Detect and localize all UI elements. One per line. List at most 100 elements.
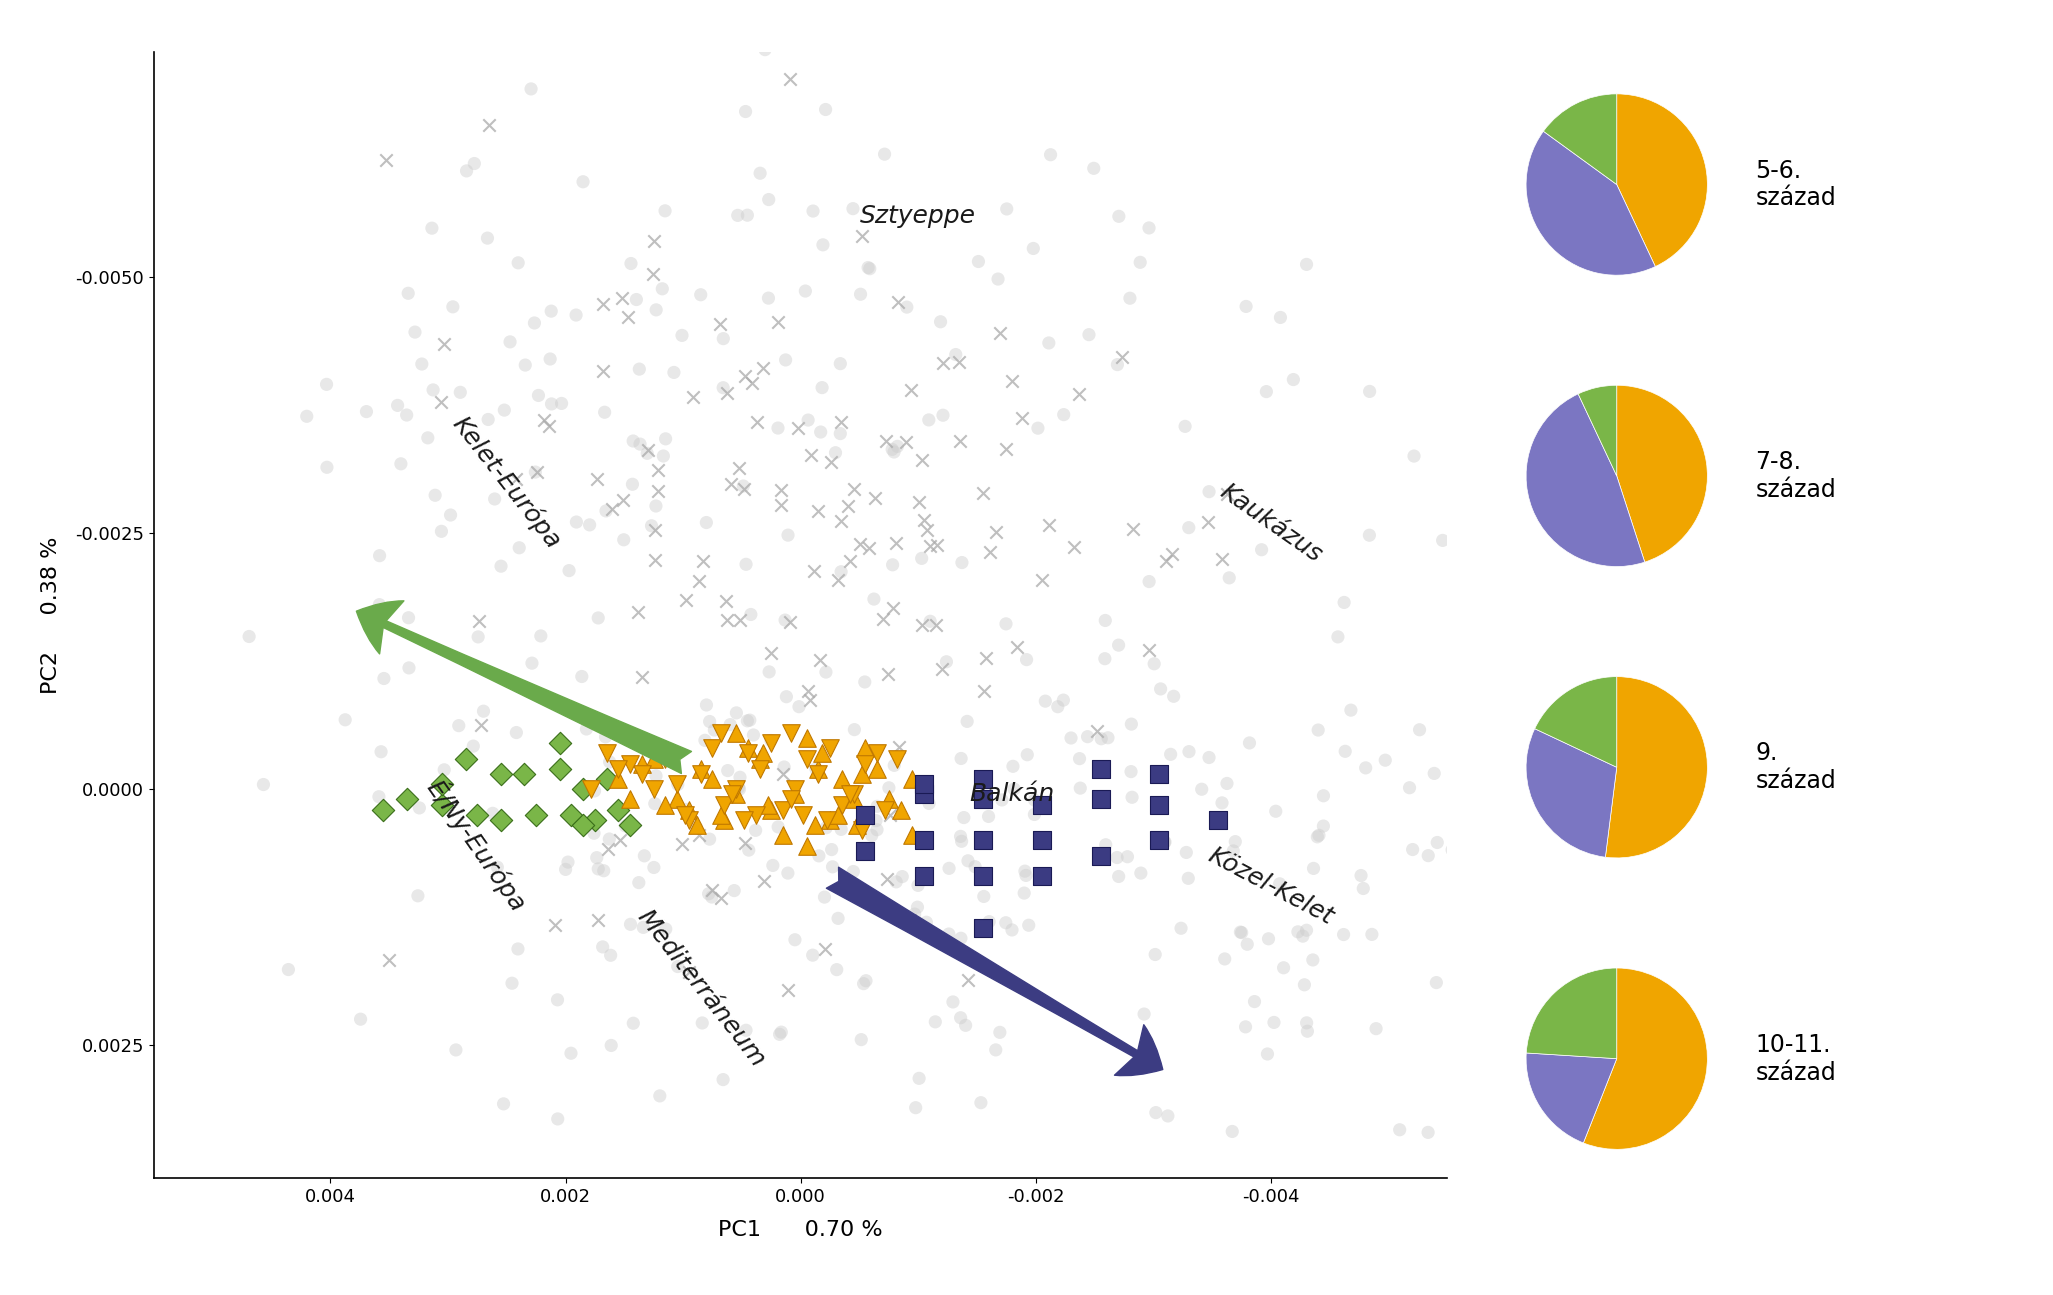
Point [1488,1018,1521,1039]
Text: Sztyeppe: Sztyeppe [860,203,977,228]
Point [398,321,431,342]
Point [782,697,815,717]
Point [1421,833,1454,853]
Point [1080,720,1113,741]
Point [764,495,797,515]
Point [990,614,1022,635]
Point [1281,922,1314,943]
Point [534,300,567,321]
Point [838,789,870,809]
Point [595,1035,628,1055]
Point [1185,778,1217,799]
Point [836,198,868,219]
Point [727,479,760,500]
Point [289,405,322,426]
Wedge shape [1525,729,1618,857]
Point [614,815,647,835]
Point [907,783,940,804]
Point [472,114,505,135]
Point [1115,787,1148,808]
Point [895,825,928,846]
Point [684,764,716,785]
Point [751,794,784,815]
Point [990,198,1022,219]
Point [774,69,807,89]
Point [1164,918,1197,939]
Point [1008,861,1041,882]
Point [1353,381,1386,401]
Point [1355,925,1388,945]
Point [848,672,881,693]
Point [626,667,659,688]
Point [310,374,343,395]
Point [899,1097,932,1118]
Point [614,253,647,273]
Point [587,860,620,881]
Point [1369,750,1402,771]
Point [850,738,883,759]
Point [905,548,938,569]
Point [634,515,667,536]
Point [969,648,1002,668]
Point [450,161,482,181]
Point [686,550,719,571]
Point [731,738,764,759]
Wedge shape [1616,93,1708,267]
Point [581,607,614,628]
Point [852,537,885,558]
Point [1063,778,1096,799]
Point [782,417,815,438]
Point [1193,482,1226,502]
Point [1072,726,1105,747]
Point [1084,789,1117,809]
Point [1156,544,1189,565]
Point [1115,761,1148,782]
Point [766,825,799,846]
Point [1008,883,1041,904]
Point [877,554,909,575]
Point [1213,567,1246,588]
Point [944,1008,977,1028]
Point [1219,831,1252,852]
Point [581,847,614,868]
Point [944,831,977,852]
Point [895,769,928,790]
Point [696,879,729,900]
Point [729,101,762,122]
Point [770,686,803,707]
Point [772,524,805,545]
Point [612,307,645,328]
Point [622,602,655,623]
Point [909,912,942,932]
Point [638,549,671,570]
Text: 10-11.
század: 10-11. század [1755,1033,1835,1085]
Point [536,394,569,414]
Point [521,461,554,482]
Point [602,759,634,780]
Point [714,474,747,495]
Point [1205,549,1238,570]
Point [1144,764,1176,785]
Point [805,422,838,443]
Point [402,886,435,906]
Point [1503,385,1536,405]
Point [641,460,673,480]
Point [770,350,803,370]
Point [875,804,907,825]
Point [485,556,517,576]
Point [946,807,979,828]
Point [1548,1137,1581,1158]
Point [967,483,1000,504]
Point [723,778,756,799]
Point [454,1232,487,1252]
Point [427,759,460,780]
Point [443,382,476,403]
Point [914,611,946,632]
Point [367,668,400,689]
Point [893,910,926,931]
Point [825,412,858,433]
Point [1100,355,1133,376]
Point [879,1264,912,1285]
Point [809,817,842,838]
Point [973,541,1006,562]
